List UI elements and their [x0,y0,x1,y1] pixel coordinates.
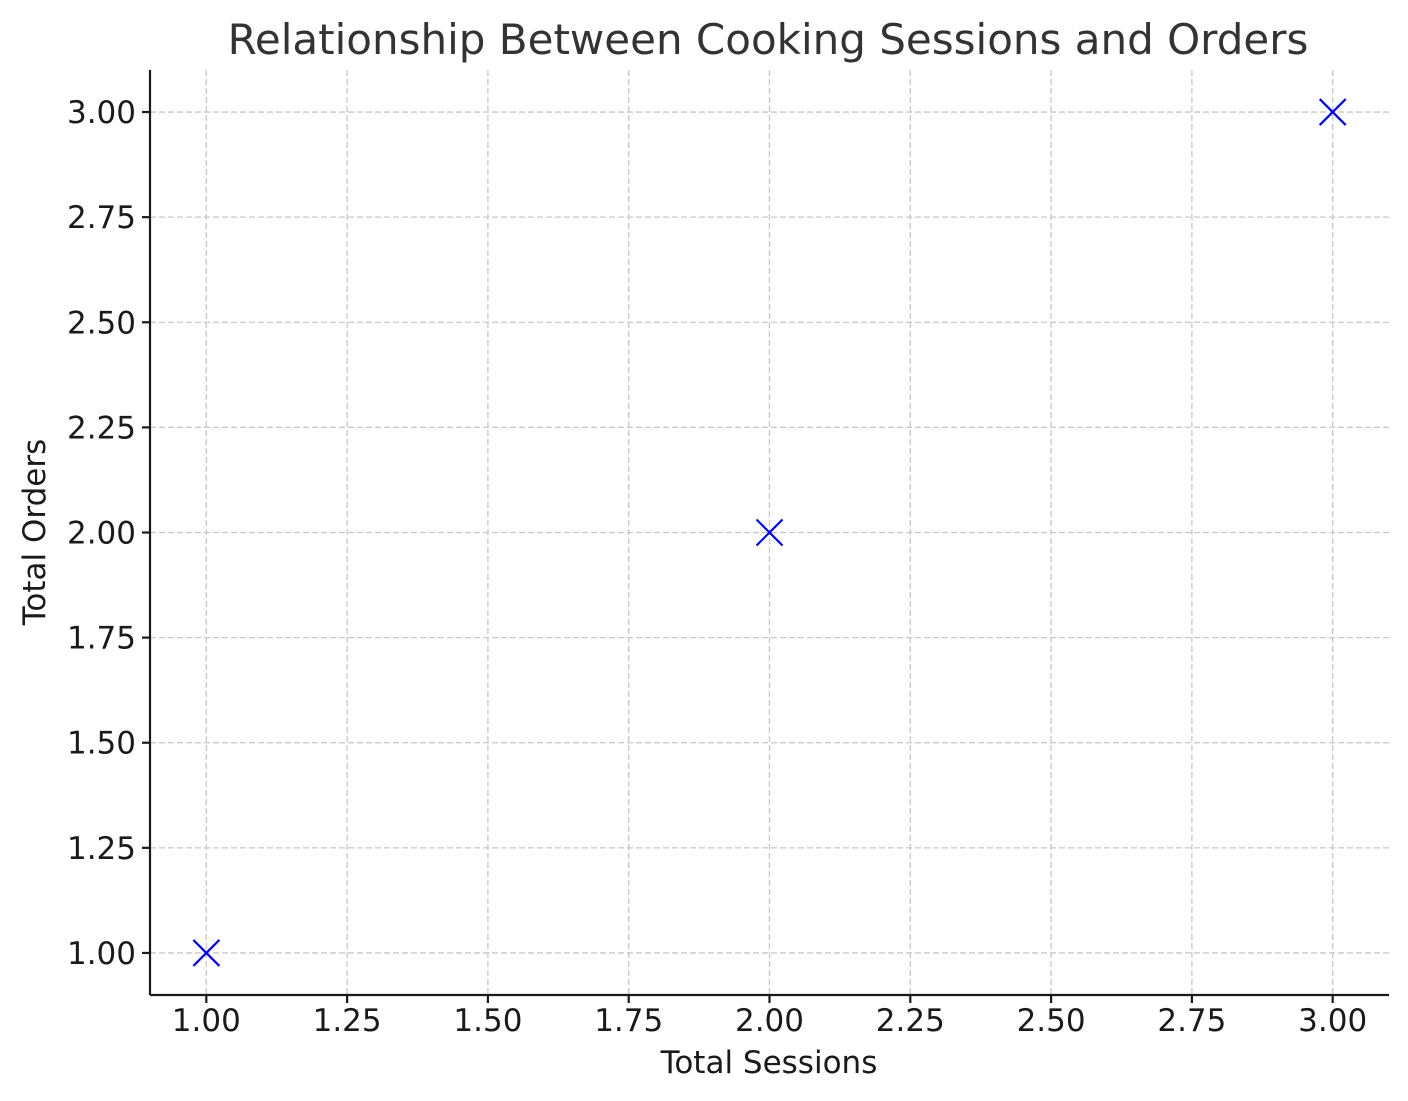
x-tick-label: 2.25 [876,1003,945,1039]
chart-title: Relationship Between Cooking Sessions an… [228,15,1309,64]
data-point-marker [1318,98,1347,126]
y-tick-label: 1.75 [67,621,136,657]
data-point-marker [755,518,784,547]
x-tick-label: 2.00 [735,1003,804,1039]
data-points [192,98,1347,967]
y-tick-label: 2.75 [67,200,136,236]
y-tick-label: 3.00 [67,95,136,131]
y-axis-label: Total Orders [17,439,53,627]
y-tick-label: 1.50 [67,726,136,762]
y-tick-label: 1.25 [67,831,136,867]
x-axis-label: Total Sessions [660,1045,878,1081]
x-tick-label: 1.00 [172,1003,241,1039]
x-tick-label: 1.75 [594,1003,663,1039]
x-tick-label: 3.00 [1298,1003,1367,1039]
x-tick-label: 1.50 [453,1003,522,1039]
y-axis-ticks: 1.00 1.25 1.50 1.75 2.00 2.25 2.50 2.75 3.00 [67,95,150,972]
x-tick-label: 2.50 [1017,1003,1086,1039]
y-tick-label: 1.00 [67,936,136,972]
y-tick-label: 2.25 [67,410,136,446]
y-tick-label: 2.50 [67,305,136,341]
x-tick-label: 2.75 [1157,1003,1226,1039]
data-point-marker [192,939,221,967]
y-tick-label: 2.00 [67,516,136,552]
x-tick-label: 1.25 [313,1003,382,1039]
x-axis-ticks: 1.00 1.25 1.50 1.75 2.00 2.25 2.50 2.75 3.00 [172,995,1367,1039]
